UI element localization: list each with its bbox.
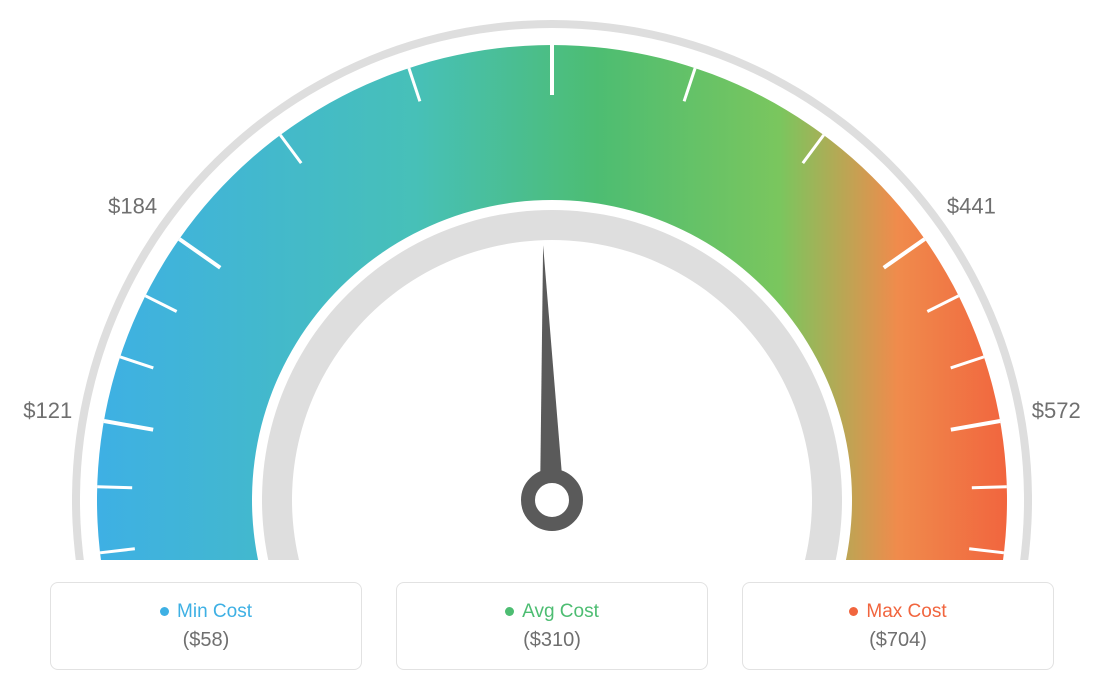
legend-dot-avg [505, 607, 514, 616]
gauge-svg: $58$121$184$310$441$572$704 [0, 0, 1104, 560]
legend-max-label: Max Cost [866, 601, 946, 623]
gauge-needle-hub [528, 476, 576, 524]
legend-dot-min [160, 607, 169, 616]
gauge-minor-tick [972, 487, 1007, 488]
legend-card-min: Min Cost ($58) [50, 582, 362, 670]
legend-avg-value: ($310) [523, 629, 581, 652]
gauge-tick-label: $184 [108, 193, 157, 218]
gauge-tick-label: $572 [1032, 398, 1081, 423]
gauge-chart: $58$121$184$310$441$572$704 [0, 0, 1104, 560]
gauge-tick-label: $441 [947, 193, 996, 218]
legend-card-max: Max Cost ($704) [742, 582, 1054, 670]
legend-dot-max [849, 607, 858, 616]
legend-avg-label: Avg Cost [522, 601, 599, 623]
gauge-needle [540, 245, 564, 500]
legend-row: Min Cost ($58) Avg Cost ($310) Max Cost … [0, 582, 1104, 670]
legend-min-value: ($58) [183, 629, 230, 652]
legend-card-avg: Avg Cost ($310) [396, 582, 708, 670]
gauge-minor-tick [97, 487, 132, 488]
cost-gauge-container: $58$121$184$310$441$572$704 Min Cost ($5… [0, 0, 1104, 690]
legend-avg-top: Avg Cost [505, 601, 599, 623]
legend-min-top: Min Cost [160, 601, 252, 623]
gauge-tick-label: $121 [23, 398, 72, 423]
legend-min-label: Min Cost [177, 601, 252, 623]
legend-max-value: ($704) [869, 629, 927, 652]
legend-max-top: Max Cost [849, 601, 946, 623]
